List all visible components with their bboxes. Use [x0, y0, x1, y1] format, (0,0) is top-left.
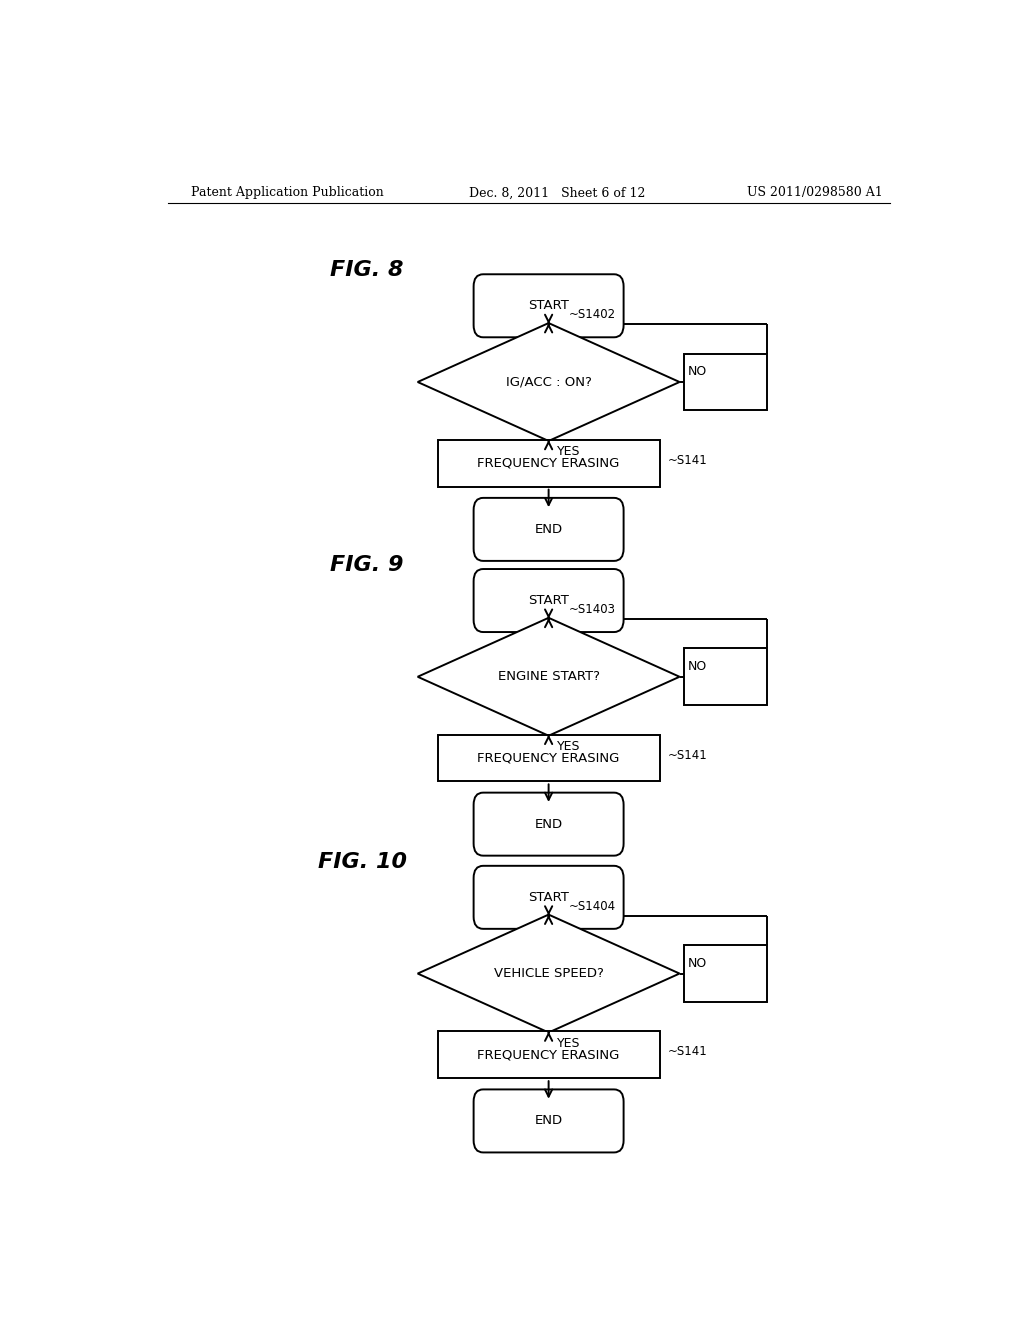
- Bar: [684, 648, 767, 705]
- FancyBboxPatch shape: [474, 1089, 624, 1152]
- Text: START: START: [528, 300, 569, 313]
- Text: Patent Application Publication: Patent Application Publication: [191, 186, 384, 199]
- FancyBboxPatch shape: [474, 866, 624, 929]
- Text: ~S141: ~S141: [668, 748, 708, 762]
- Bar: [437, 735, 659, 781]
- Text: Dec. 8, 2011   Sheet 6 of 12: Dec. 8, 2011 Sheet 6 of 12: [469, 186, 645, 199]
- Bar: [437, 1031, 659, 1078]
- Text: ~S1402: ~S1402: [568, 308, 615, 321]
- FancyBboxPatch shape: [474, 792, 624, 855]
- Text: ~S141: ~S141: [668, 1045, 708, 1059]
- Text: FREQUENCY ERASING: FREQUENCY ERASING: [477, 751, 620, 764]
- Text: VEHICLE SPEED?: VEHICLE SPEED?: [494, 968, 603, 979]
- Text: YES: YES: [557, 1036, 580, 1049]
- Text: FIG. 8: FIG. 8: [331, 260, 403, 280]
- Text: NO: NO: [687, 660, 707, 673]
- Text: START: START: [528, 594, 569, 607]
- Text: YES: YES: [557, 739, 580, 752]
- Bar: [684, 945, 767, 1002]
- Text: ~S1404: ~S1404: [568, 899, 615, 912]
- Text: FREQUENCY ERASING: FREQUENCY ERASING: [477, 457, 620, 470]
- Text: END: END: [535, 1114, 562, 1127]
- Polygon shape: [418, 618, 680, 735]
- Text: ENGINE START?: ENGINE START?: [498, 671, 600, 684]
- Text: FIG. 10: FIG. 10: [318, 851, 408, 873]
- Text: NO: NO: [687, 366, 707, 379]
- Text: END: END: [535, 817, 562, 830]
- Text: ~S141: ~S141: [668, 454, 708, 467]
- Text: ~S1403: ~S1403: [568, 603, 615, 615]
- Text: US 2011/0298580 A1: US 2011/0298580 A1: [748, 186, 883, 199]
- FancyBboxPatch shape: [474, 275, 624, 338]
- FancyBboxPatch shape: [474, 498, 624, 561]
- Text: YES: YES: [557, 445, 580, 458]
- Polygon shape: [418, 915, 680, 1032]
- Text: IG/ACC : ON?: IG/ACC : ON?: [506, 375, 592, 388]
- Text: NO: NO: [687, 957, 707, 970]
- FancyBboxPatch shape: [474, 569, 624, 632]
- Text: END: END: [535, 523, 562, 536]
- Polygon shape: [418, 323, 680, 441]
- Bar: [437, 440, 659, 487]
- Text: START: START: [528, 891, 569, 904]
- Text: FREQUENCY ERASING: FREQUENCY ERASING: [477, 1048, 620, 1061]
- Bar: [684, 354, 767, 411]
- Text: FIG. 9: FIG. 9: [331, 556, 403, 576]
